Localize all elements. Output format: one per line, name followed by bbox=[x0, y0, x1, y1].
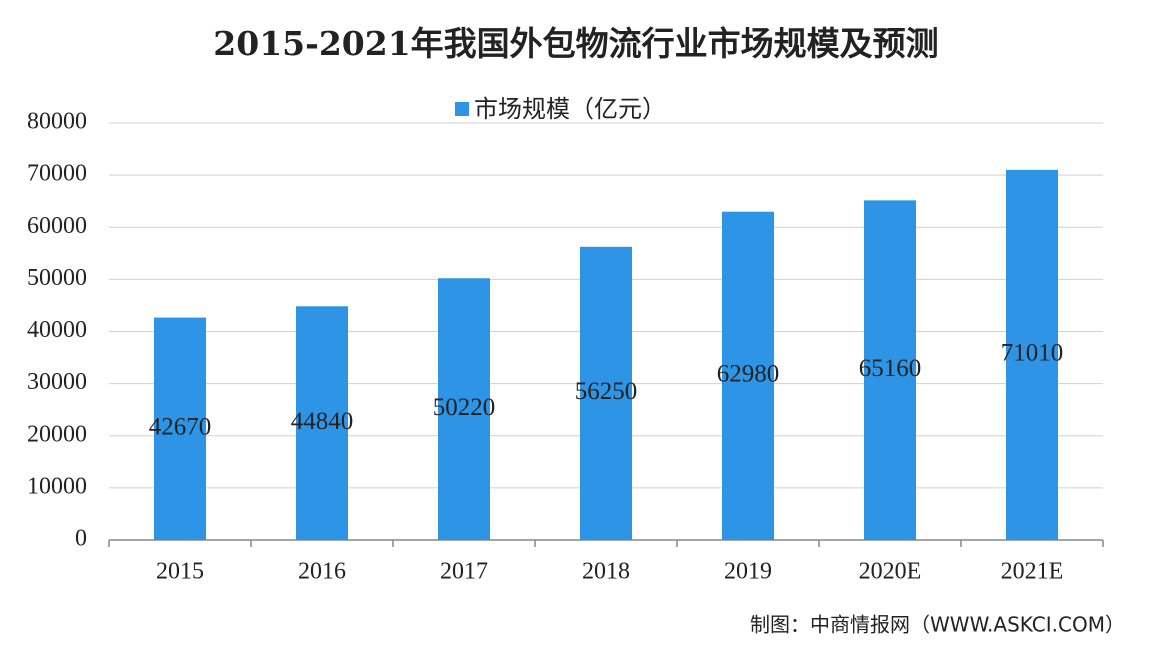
y-tick-label: 60000 bbox=[27, 213, 87, 239]
value-label: 50220 bbox=[433, 394, 496, 421]
value-label: 42670 bbox=[149, 414, 212, 441]
chart-title: 2015-2021年我国外包物流行业市场规模及预测 bbox=[213, 24, 938, 63]
bar bbox=[438, 278, 490, 540]
legend-swatch bbox=[455, 102, 469, 116]
x-tick-label: 2018 bbox=[582, 559, 630, 585]
bar bbox=[296, 306, 348, 540]
value-label: 44840 bbox=[291, 408, 354, 435]
x-tick-label: 2019 bbox=[724, 559, 772, 585]
y-tick-label: 30000 bbox=[27, 369, 87, 395]
x-tick-label: 2020E bbox=[859, 559, 922, 585]
x-tick-label: 2016 bbox=[298, 559, 346, 585]
y-tick-label: 40000 bbox=[27, 317, 87, 343]
legend-label: 市场规模（亿元） bbox=[474, 95, 666, 123]
x-tick-label: 2015 bbox=[156, 559, 204, 585]
bar bbox=[864, 200, 916, 540]
x-tick-label: 2021E bbox=[1001, 559, 1064, 585]
x-tick-label: 2017 bbox=[440, 559, 488, 585]
y-tick-label: 20000 bbox=[27, 421, 87, 447]
bar bbox=[1006, 169, 1058, 540]
value-label: 56250 bbox=[575, 378, 638, 405]
y-tick-label: 0 bbox=[75, 526, 87, 552]
bar bbox=[154, 317, 206, 540]
value-label: 71010 bbox=[1001, 340, 1064, 367]
y-tick-label: 80000 bbox=[27, 109, 87, 135]
y-tick-label: 70000 bbox=[27, 161, 87, 187]
source-note: 制图：中商情报网（WWW.ASKCI.COM） bbox=[750, 613, 1125, 637]
y-tick-label: 10000 bbox=[27, 473, 87, 499]
bar bbox=[580, 246, 632, 540]
y-tick-label: 50000 bbox=[27, 265, 87, 291]
value-label: 62980 bbox=[717, 361, 780, 388]
value-label: 65160 bbox=[859, 355, 922, 382]
bar bbox=[722, 211, 774, 541]
